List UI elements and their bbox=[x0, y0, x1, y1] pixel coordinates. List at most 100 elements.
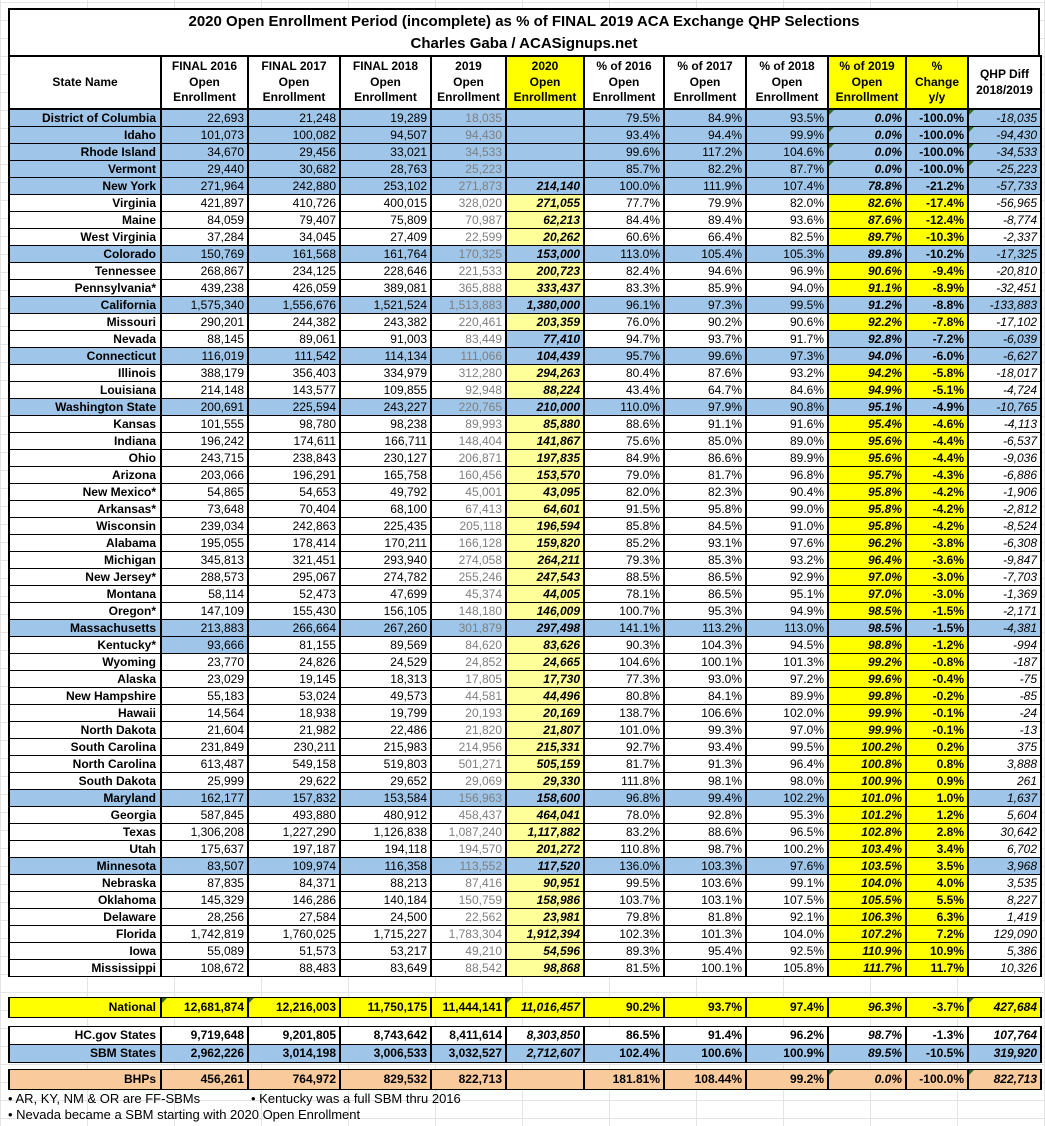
cell-pct-2019: 94.2% bbox=[827, 364, 907, 382]
footnote-ffsbm: • AR, KY, NM & OR are FF-SBMs bbox=[8, 1091, 201, 1106]
error-triangle-icon bbox=[970, 998, 974, 1003]
cell-pct-change: -4.4% bbox=[905, 449, 969, 467]
cell-pct-2018: 94.0% bbox=[745, 279, 829, 297]
cell-pct-change: -0.8% bbox=[905, 653, 969, 671]
cell-pct-change: 10.9% bbox=[905, 942, 969, 960]
cell-pct-2017: 82.3% bbox=[663, 483, 747, 501]
cell-oe-2020: 44,496 bbox=[505, 687, 585, 705]
cell-state: Oklahoma bbox=[8, 891, 162, 909]
cell-oe-2020: 17,730 bbox=[505, 670, 585, 688]
error-triangle-icon bbox=[830, 127, 834, 132]
cell-pct-2016: 90.3% bbox=[583, 636, 665, 654]
cell-pct-2019: 96.2% bbox=[827, 534, 907, 552]
column-header-final-2017: FINAL 2017 Open Enrollment bbox=[247, 55, 341, 110]
cell-qhp-diff: -10,765 bbox=[967, 398, 1042, 416]
cell-pct-2019: 82.6% bbox=[827, 194, 907, 212]
cell-pct-2017: 93.7% bbox=[663, 997, 747, 1018]
footnote-line-2: • Nevada became a SBM starting with 2020… bbox=[8, 1107, 1040, 1123]
cell-pct-2019: 0.0% bbox=[827, 126, 907, 144]
cell-oe-2019: 88,542 bbox=[430, 959, 507, 977]
cell-pct-2016: 100.0% bbox=[583, 177, 665, 195]
cell-oe-2020: 98,868 bbox=[505, 959, 585, 977]
cell-state: Idaho bbox=[8, 126, 162, 144]
cell-pct-2019: 106.3% bbox=[827, 908, 907, 926]
cell-pct-change: -0.4% bbox=[905, 670, 969, 688]
cell-qhp-diff: -56,965 bbox=[967, 194, 1042, 212]
cell-pct-2017: 95.8% bbox=[663, 500, 747, 518]
cell-pct-2016: 95.7% bbox=[583, 347, 665, 365]
cell-oe-2019: 206,871 bbox=[430, 449, 507, 467]
table-row: Vermont 29,440 30,682 28,763 25,223 85.7% 82.2… bbox=[8, 160, 1042, 178]
cell-oe-2020: 20,169 bbox=[505, 704, 585, 722]
cell-oe-2019: 148,180 bbox=[430, 602, 507, 620]
cell-final-2017: 81,155 bbox=[247, 636, 341, 654]
cell-final-2017: 242,863 bbox=[247, 517, 341, 535]
error-triangle-icon bbox=[970, 110, 974, 115]
table-row: Arkansas* 73,648 70,404 68,100 67,413 64,601 9… bbox=[8, 500, 1042, 518]
cell-pct-2018: 97.6% bbox=[745, 857, 829, 875]
cell-pct-2018: 92.5% bbox=[745, 942, 829, 960]
table-row: Illinois 388,179 356,403 334,979 312,280 294,… bbox=[8, 364, 1042, 382]
table-row: Arizona 203,066 196,291 165,758 160,456 153,5… bbox=[8, 466, 1042, 484]
cell-final-2017: 18,938 bbox=[247, 704, 341, 722]
cell-qhp-diff: 6,702 bbox=[967, 840, 1042, 858]
cell-pct-2017: 93.4% bbox=[663, 738, 747, 756]
table-row: Texas 1,306,208 1,227,290 1,126,838 1,087,24… bbox=[8, 823, 1042, 841]
cell-pct-2016: 104.6% bbox=[583, 653, 665, 671]
cell-pct-2017: 94.6% bbox=[663, 262, 747, 280]
cell-qhp-diff: -9,847 bbox=[967, 551, 1042, 569]
cell-final-2017: 295,067 bbox=[247, 568, 341, 586]
cell-state: Vermont bbox=[8, 160, 162, 178]
cell-final-2016: 22,693 bbox=[160, 108, 249, 127]
cell-pct-2018: 99.5% bbox=[745, 738, 829, 756]
table-row: Wisconsin 239,034 242,863 225,435 205,118 196… bbox=[8, 517, 1042, 535]
cell-qhp-diff: -994 bbox=[967, 636, 1042, 654]
cell-qhp-diff: -4,381 bbox=[967, 619, 1042, 637]
cell-pct-2018: 97.6% bbox=[745, 534, 829, 552]
cell-oe-2020 bbox=[505, 1069, 585, 1090]
cell-pct-2016: 85.2% bbox=[583, 534, 665, 552]
cell-pct-change: -12.4% bbox=[905, 211, 969, 229]
cell-oe-2020: 24,665 bbox=[505, 653, 585, 671]
column-header-pct-change: % Change y/y bbox=[905, 55, 969, 110]
cell-pct-2019: 98.7% bbox=[827, 1026, 907, 1045]
footnotes: • AR, KY, NM & OR are FF-SBMs • Kentucky … bbox=[8, 1091, 1040, 1123]
cell-oe-2019: 205,118 bbox=[430, 517, 507, 535]
cell-final-2017: 146,286 bbox=[247, 891, 341, 909]
cell-pct-change: -4.4% bbox=[905, 432, 969, 450]
cell-final-2016: 14,564 bbox=[160, 704, 249, 722]
cell-pct-2018: 101.3% bbox=[745, 653, 829, 671]
cell-qhp-diff: -32,451 bbox=[967, 279, 1042, 297]
cell-final-2016: 1,306,208 bbox=[160, 823, 249, 841]
cell-oe-2019: 113,552 bbox=[430, 857, 507, 875]
cell-pct-change: -0.1% bbox=[905, 704, 969, 722]
cell-final-2016: 421,897 bbox=[160, 194, 249, 212]
cell-pct-change: -3.8% bbox=[905, 534, 969, 552]
table-row: Maine 84,059 79,407 75,809 70,987 62,213 84.4%… bbox=[8, 211, 1042, 229]
table-row: Missouri 290,201 244,382 243,382 220,461 203,… bbox=[8, 313, 1042, 331]
cell-pct-2016: 78.1% bbox=[583, 585, 665, 603]
cell-final-2016: 175,637 bbox=[160, 840, 249, 858]
cell-pct-change: -21.2% bbox=[905, 177, 969, 195]
title-line-2: Charles Gaba / ACASignups.net bbox=[410, 34, 638, 52]
cell-qhp-diff: -1,369 bbox=[967, 585, 1042, 603]
cell-oe-2020: 141,867 bbox=[505, 432, 585, 450]
cell-pct-2018: 102.0% bbox=[745, 704, 829, 722]
table-row: New Mexico* 54,865 54,653 49,792 45,001 43,09… bbox=[8, 483, 1042, 501]
cell-qhp-diff: 261 bbox=[967, 772, 1042, 790]
cell-pct-2019: 98.5% bbox=[827, 619, 907, 637]
cell-pct-2016: 99.6% bbox=[583, 143, 665, 161]
cell-final-2018: 28,763 bbox=[339, 160, 432, 178]
cell-state: Hawaii bbox=[8, 704, 162, 722]
cell-final-2018: 389,081 bbox=[339, 279, 432, 297]
cell-final-2016: 345,813 bbox=[160, 551, 249, 569]
cell-oe-2019: 220,461 bbox=[430, 313, 507, 331]
cell-pct-2019: 95.8% bbox=[827, 517, 907, 535]
cell-pct-2016: 181.81% bbox=[583, 1069, 665, 1090]
cell-final-2018: 161,764 bbox=[339, 245, 432, 263]
cell-pct-2019: 91.1% bbox=[827, 279, 907, 297]
cell-pct-2017: 89.4% bbox=[663, 211, 747, 229]
cell-pct-2017: 113.2% bbox=[663, 619, 747, 637]
cell-pct-2018: 93.6% bbox=[745, 211, 829, 229]
cell-qhp-diff: -6,039 bbox=[967, 330, 1042, 348]
